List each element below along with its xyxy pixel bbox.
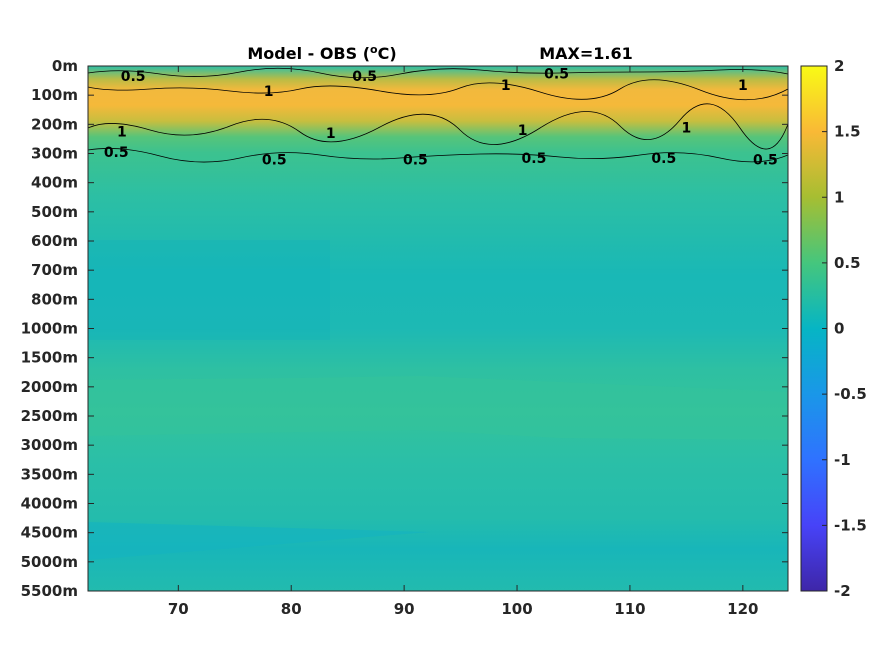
contour-label: 0.5 <box>651 151 676 167</box>
title-prefix: Model - OBS ( <box>247 44 370 63</box>
contour-label: 1 <box>117 125 127 141</box>
title-unit: C) <box>378 44 397 63</box>
y-tick-label: 1000m <box>21 320 78 338</box>
heatmap-warm-patch <box>88 376 788 440</box>
y-tick-label: 5000m <box>21 553 78 571</box>
contour-label: 0.5 <box>522 151 547 167</box>
y-tick-label: 2500m <box>21 407 78 425</box>
contour-label: 0.5 <box>403 152 428 168</box>
y-tick-label: 3000m <box>21 436 78 454</box>
contour-label: 0.5 <box>104 145 129 161</box>
contour-label: 1 <box>738 78 748 94</box>
contour-label: 0.5 <box>121 69 146 85</box>
y-tick-label: 3500m <box>21 465 78 483</box>
colorbar-tick-label: 1.5 <box>834 123 861 141</box>
x-tick-label: 70 <box>168 600 189 618</box>
x-tick-label: 90 <box>394 600 415 618</box>
x-tick-label: 100 <box>501 600 532 618</box>
max-label: MAX=1.61 <box>539 44 633 63</box>
y-tick-label: 500m <box>31 203 78 221</box>
y-tick-label: 800m <box>31 290 78 308</box>
contour-labels: 0.5 0.5 0.5 1 1 1 1 1 1 1 0.5 0.5 0.5 0.5 0.5 0.5 <box>104 66 778 168</box>
contour-label: 0.5 <box>262 152 287 168</box>
colorbar-tick-label: -1.5 <box>834 516 867 534</box>
contour-label: 0.5 <box>753 152 778 168</box>
contour-label: 1 <box>264 84 274 100</box>
y-tick-label: 200m <box>31 115 78 133</box>
contour-label: 1 <box>518 123 528 139</box>
y-tick-label: 4000m <box>21 495 78 513</box>
x-tick-label: 120 <box>727 600 758 618</box>
colorbar-tick-label: -2 <box>834 582 851 600</box>
x-axis: 70 80 90 100 110 120 <box>168 66 758 618</box>
contour-line-0.5-bottom <box>88 148 788 163</box>
y-axis: 0m 100m 200m 300m 400m 500m 600m 700m 800m 1000m 1… <box>21 57 788 600</box>
colorbar-tick-label: 0 <box>834 320 844 338</box>
colorbar-tick-label: 2 <box>834 57 844 75</box>
heatmap-field <box>88 66 788 591</box>
contour-label: 0.5 <box>544 66 569 82</box>
colorbar-tick-label: -0.5 <box>834 385 867 403</box>
heatmap-base <box>88 66 788 591</box>
x-tick-label: 110 <box>614 600 645 618</box>
contour-label: 1 <box>682 120 692 136</box>
y-tick-label: 1500m <box>21 349 78 367</box>
y-tick-label: 4500m <box>21 524 78 542</box>
heatmap-cool-patch <box>88 522 430 560</box>
y-tick-label: 700m <box>31 261 78 279</box>
colorbar-tick-label: 1 <box>834 188 844 206</box>
y-tick-label: 400m <box>31 174 78 192</box>
contour-line-0.5-top <box>88 67 788 79</box>
colorbar-tick-label: -1 <box>834 451 851 469</box>
y-tick-label: 0m <box>52 57 78 75</box>
y-tick-label: 300m <box>31 145 78 163</box>
y-tick-label: 600m <box>31 232 78 250</box>
y-tick-label: 100m <box>31 86 78 104</box>
contour-label: 0.5 <box>352 69 377 85</box>
contour-label: 1 <box>326 126 336 142</box>
y-tick-label: 2000m <box>21 378 78 396</box>
colorbar-ticks: 2 1.5 1 0.5 0 -0.5 -1 -1.5 -2 <box>822 57 867 600</box>
chart-title: Model - OBS (oC) <box>247 43 396 63</box>
colorbar-tick-label: 0.5 <box>834 254 861 272</box>
contour-line-1-bottom <box>88 103 788 150</box>
x-tick-label: 80 <box>281 600 302 618</box>
heatmap-shallow-cool-patch <box>88 240 330 340</box>
contour-label: 1 <box>501 78 511 94</box>
y-tick-label: 5500m <box>21 582 78 600</box>
contour-lines <box>88 67 788 163</box>
contour-line-1-top <box>88 79 788 101</box>
title-degree: o <box>370 43 378 56</box>
